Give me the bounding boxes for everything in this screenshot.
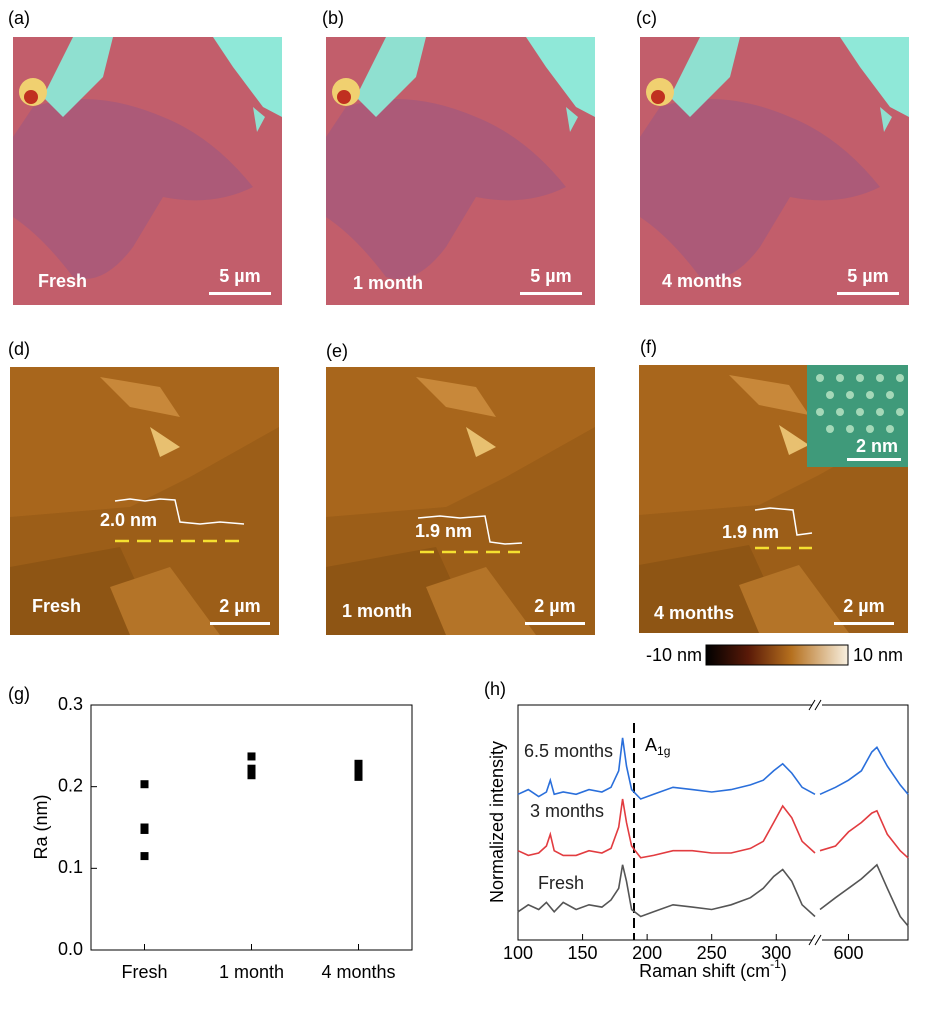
scale-bar [834, 622, 894, 625]
x-tick-label: 600 [833, 943, 863, 963]
x-tick-label: Fresh [121, 962, 167, 982]
x-tick-label: 250 [697, 943, 727, 963]
y-tick-label: 0.0 [58, 939, 83, 959]
point [140, 825, 149, 834]
panel-label: (c) [636, 8, 657, 28]
colorbar-label: 10 nm [853, 645, 903, 665]
point [247, 771, 256, 780]
panel-label: (g) [8, 684, 30, 704]
inset-lattice [816, 374, 904, 433]
y-axis-label: Ra (nm) [31, 794, 51, 859]
scale-label: 2 µm [219, 596, 260, 616]
point [354, 772, 363, 781]
annotation: A1g [645, 735, 670, 758]
height-profile [754, 507, 813, 536]
panel-label: (f) [640, 337, 657, 357]
series-label: 6.5 months [524, 741, 613, 761]
x-axis-label-sup: -1 [770, 957, 781, 971]
point [247, 764, 256, 773]
axis-break [812, 935, 822, 945]
series-line [517, 737, 909, 800]
scale-label: 2 nm [856, 436, 898, 456]
panel-label: (d) [8, 339, 30, 359]
point [354, 759, 363, 768]
plot-frame [517, 704, 909, 941]
point [140, 852, 149, 861]
x-tick-label: 200 [632, 943, 662, 963]
scale-label: 2 µm [534, 596, 575, 616]
x-tick-label: 100 [503, 943, 533, 963]
series-line [517, 863, 909, 927]
panel-label: (b) [322, 8, 344, 28]
panel-label: (a) [8, 8, 30, 28]
scale-bar [520, 292, 582, 295]
x-tick-label: 150 [568, 943, 598, 963]
point [140, 780, 149, 789]
y-axis-label: Normalized intensity [487, 741, 507, 903]
y-tick-label: 0.1 [58, 857, 83, 877]
sample-label: 1 month [353, 273, 423, 293]
sample-label: Fresh [38, 271, 87, 291]
point [247, 752, 256, 761]
scale-bar [210, 622, 270, 625]
series-label: 3 months [530, 801, 604, 821]
colorbar [705, 644, 849, 666]
scale-label: 5 µm [219, 266, 260, 286]
height-label: 1.9 nm [415, 521, 472, 541]
x-tick-label: 4 months [321, 962, 395, 982]
series-label: Fresh [538, 873, 584, 893]
scale-bar [209, 292, 271, 295]
annotation-sub: 1g [657, 744, 670, 758]
x-axis-label-end: ) [781, 961, 787, 981]
axis-break [812, 700, 822, 710]
x-axis-label: Raman shift (cm-1) [639, 957, 787, 981]
x-axis-label-text: Raman shift (cm [639, 961, 770, 981]
sample-label: Fresh [32, 596, 81, 616]
x-tick-label: 1 month [219, 962, 284, 982]
x-tick-label: 300 [761, 943, 791, 963]
height-profile [417, 515, 523, 545]
colorbar-label: -10 nm [646, 645, 702, 665]
point [354, 766, 363, 775]
sample-label: 4 months [654, 603, 734, 623]
height-label: 2.0 nm [100, 510, 157, 530]
y-tick-label: 0.3 [58, 694, 83, 714]
sample-label: 4 months [662, 271, 742, 291]
scale-label: 5 µm [847, 266, 888, 286]
sample-label: 1 month [342, 601, 412, 621]
height-label: 1.9 nm [722, 522, 779, 542]
panel-label: (e) [326, 341, 348, 361]
panel-label: (h) [484, 679, 506, 699]
height-profile [114, 498, 245, 525]
series-line [517, 798, 909, 859]
scale-label: 2 µm [843, 596, 884, 616]
scale-bar [837, 292, 899, 295]
scale-bar [847, 458, 901, 461]
scale-bar [525, 622, 585, 625]
y-tick-label: 0.2 [58, 775, 83, 795]
axis-break [808, 699, 822, 946]
scale-label: 5 µm [530, 266, 571, 286]
annotation-text: A [645, 735, 657, 755]
inset-image [807, 365, 908, 467]
plot-frame [90, 704, 413, 951]
